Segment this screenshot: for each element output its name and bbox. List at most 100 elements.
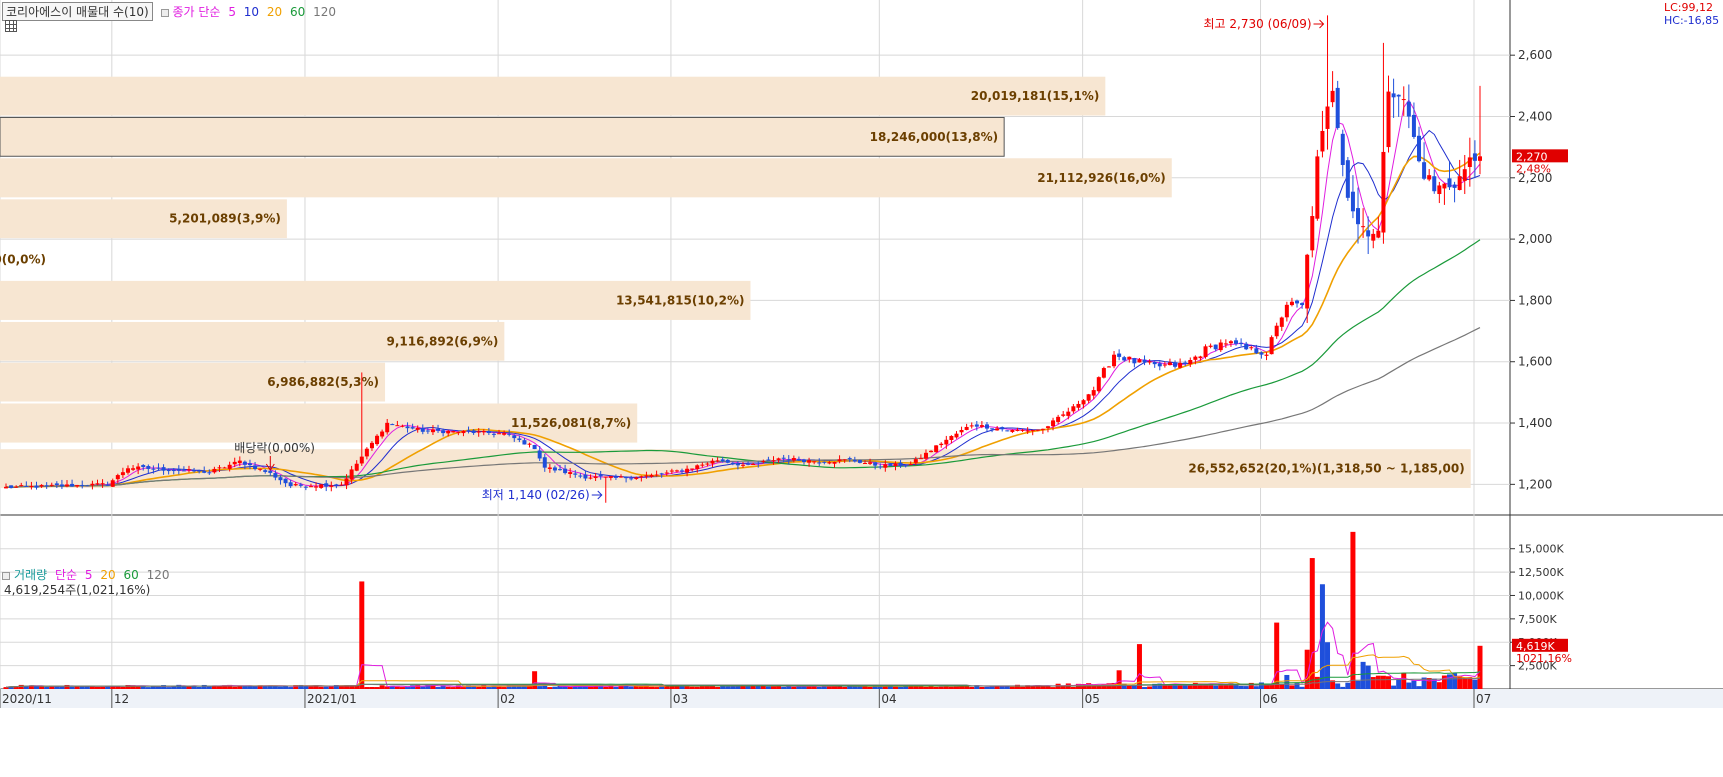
volume-profile-bar <box>0 280 751 320</box>
candle-body <box>1345 160 1350 198</box>
candle <box>456 431 461 436</box>
candle <box>995 425 1000 431</box>
volume-bar <box>1223 683 1229 689</box>
volume-bar <box>527 686 533 689</box>
volume-bar <box>516 685 522 689</box>
candle-body <box>598 475 603 477</box>
volume-bar <box>145 687 151 689</box>
candle <box>527 442 532 448</box>
volume-bar <box>1355 680 1361 689</box>
candle <box>49 482 54 487</box>
volume-bar <box>547 687 553 689</box>
candle-body <box>1264 354 1269 356</box>
candle <box>258 468 263 472</box>
candle-body <box>202 471 207 473</box>
table-grid-icon[interactable] <box>5 20 17 32</box>
candle <box>568 468 573 478</box>
volume-bar <box>1060 686 1066 689</box>
candle <box>888 463 893 467</box>
volume-bar <box>1136 644 1142 689</box>
candle <box>852 456 857 463</box>
volume-bar <box>755 685 761 689</box>
candle <box>1213 344 1218 352</box>
candle <box>1122 355 1127 362</box>
candle-body <box>1157 363 1162 367</box>
volume-bar <box>1375 675 1381 689</box>
candle-body <box>1371 233 1376 241</box>
candle-body <box>532 444 537 450</box>
volume-tick-label: 12,500K <box>1518 566 1564 579</box>
volume-bar <box>1380 675 1386 689</box>
candle <box>812 461 817 465</box>
current-change-label: 2,48% <box>1516 162 1551 175</box>
candle-body <box>659 473 664 475</box>
candle-body <box>1305 254 1310 309</box>
candle-body <box>1188 359 1193 365</box>
candle <box>141 464 146 471</box>
symbol-label[interactable]: 코리아에스이 매물대 수(10) <box>2 2 153 21</box>
candle-body <box>1310 216 1315 251</box>
candle <box>929 450 934 453</box>
candle-body <box>1040 428 1045 430</box>
candle <box>1178 358 1183 369</box>
volume-bar <box>938 686 944 689</box>
candle-body <box>995 428 1000 431</box>
volume-bar <box>847 685 853 689</box>
volume-bar <box>1243 686 1249 689</box>
volume-bar <box>166 687 172 689</box>
candle-body <box>1462 169 1467 181</box>
volume-bar <box>1182 684 1188 689</box>
candle-body <box>939 443 944 446</box>
candle <box>1101 366 1106 379</box>
volume-bar <box>791 686 797 689</box>
candle-body <box>558 469 563 471</box>
volume-bar <box>1162 684 1168 689</box>
candle <box>1147 359 1152 365</box>
candle <box>964 423 969 431</box>
candle-body <box>339 484 344 486</box>
candle-body <box>125 468 130 473</box>
volume-bar <box>349 686 355 689</box>
volume-bar <box>557 686 563 689</box>
volume-bar <box>450 687 456 689</box>
candle <box>588 474 593 480</box>
ma-toggle-icon[interactable] <box>160 8 169 17</box>
candle-body <box>298 484 303 486</box>
candle-body <box>151 468 156 470</box>
volume-profile-label: 5,201,089(3,9%) <box>169 212 281 226</box>
candle-body <box>1081 400 1086 405</box>
candle-body <box>1472 153 1477 161</box>
volume-bar <box>49 685 55 689</box>
candle-body <box>486 430 491 434</box>
candle-body <box>857 459 862 463</box>
candle <box>1391 78 1396 118</box>
price-tick-label: 2,200 <box>1518 171 1552 185</box>
candle <box>415 425 420 433</box>
candle <box>1396 94 1401 117</box>
candle <box>1015 427 1020 432</box>
volume-bar <box>796 686 802 689</box>
candle-body <box>161 467 166 471</box>
volume-bar <box>94 686 100 689</box>
candle <box>776 457 781 463</box>
candle-body <box>1066 411 1071 416</box>
volume-profile-label: 26,552,652(20,1%)(1,318,50 ~ 1,185,00) <box>1188 462 1464 476</box>
candle <box>202 466 207 474</box>
volume-bar <box>1406 682 1412 689</box>
volume-bar <box>1477 645 1483 689</box>
volume-bar <box>623 684 629 689</box>
volume-bar <box>603 686 609 689</box>
candle-body <box>1010 429 1015 432</box>
candle-body <box>1030 429 1035 431</box>
candle <box>1340 129 1345 177</box>
candle-body <box>822 461 827 463</box>
candle <box>1366 216 1371 255</box>
candle-body <box>263 470 268 472</box>
candle-body <box>771 460 776 462</box>
volume-bar <box>999 686 1005 689</box>
candle-body <box>761 460 766 462</box>
candle <box>400 424 405 428</box>
candle <box>80 480 85 489</box>
volume-toggle-icon[interactable] <box>2 571 10 580</box>
